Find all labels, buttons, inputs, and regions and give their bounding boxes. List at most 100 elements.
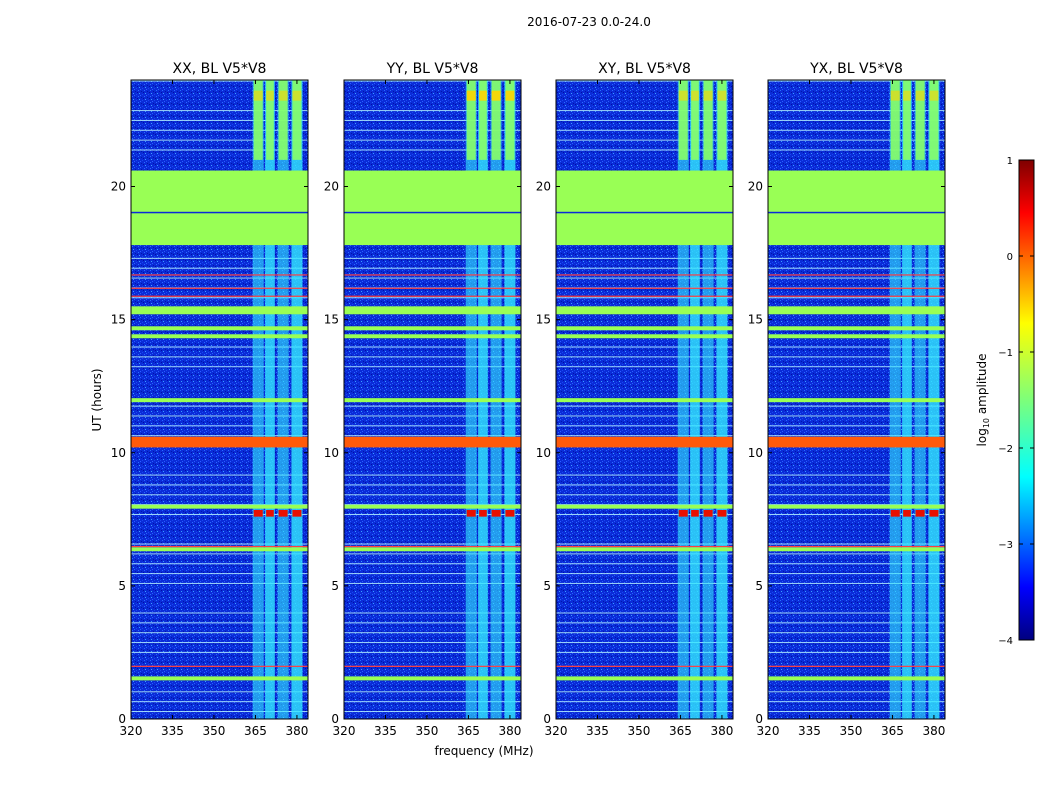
time-line [131,711,308,713]
band-hot-region [678,80,688,160]
time-line [768,277,945,279]
x-tick-label: 365 [244,724,267,738]
x-tick-label: 350 [628,724,651,738]
x-tick-label: 350 [203,724,226,738]
band-hot-region [253,80,263,160]
time-line [768,582,945,584]
time-line [344,651,521,653]
y-tick-label: 15 [536,313,551,327]
flagged-row [556,398,733,403]
flagged-row [131,547,308,552]
time-line [768,435,945,437]
time-line [344,563,521,565]
time-line [344,582,521,584]
time-line [768,267,945,269]
flagged-row [768,170,945,246]
time-line [131,356,308,358]
flagged-row [131,326,308,331]
band-hot-region [505,80,515,160]
hot-block [929,509,939,517]
red-line [131,665,308,667]
time-line [131,632,308,634]
x-tick-label: 320 [757,724,780,738]
y-tick-label: 20 [324,180,339,194]
time-line [556,267,733,269]
colorbar-gradient [1018,159,1035,641]
time-line [344,425,521,427]
time-line [344,366,521,368]
colorbar-ticks: 1 0 −1 −2 −3 −4 [998,156,1034,647]
time-line [556,632,733,634]
red-line [344,287,521,289]
band-peak [266,90,274,101]
time-line [131,267,308,269]
time-line [344,622,521,624]
band-peak [292,90,302,101]
red-line [131,545,308,548]
time-line [131,110,308,112]
rfi-band [131,436,308,448]
flagged-row [131,306,308,315]
y-tick-label: 20 [748,180,763,194]
y-tick-label: 10 [324,446,339,460]
hot-block [491,509,501,517]
time-line [556,504,733,506]
flagged-row [131,334,308,339]
time-line [344,494,521,496]
time-line [768,612,945,614]
time-line [344,119,521,121]
time-line [556,415,733,417]
time-line [344,632,521,634]
hot-block [505,509,515,517]
hot-block [479,509,487,517]
time-line [556,425,733,427]
colorbar-tick-label: −2 [998,444,1013,455]
time-line [556,277,733,279]
time-line [344,80,521,82]
y-tick-label: 0 [118,712,126,726]
hot-block [915,509,925,517]
time-line [768,356,945,358]
red-line [556,665,733,667]
colorbar-tick-label: 0 [1007,252,1013,263]
band-peak [717,90,727,101]
time-line [768,691,945,693]
red-line [131,287,308,289]
time-line [131,119,308,121]
time-line [344,513,521,515]
flagged-row [344,547,521,552]
time-line [556,622,733,624]
y-axis-label: UT (hours) [90,368,104,431]
band-peak [466,90,476,101]
time-line [768,701,945,703]
time-line [131,149,308,151]
x-tick-label: 365 [669,724,692,738]
red-line [768,665,945,667]
time-line [131,297,308,299]
x-tick-label: 320 [120,724,143,738]
flagged-row [768,326,945,331]
x-tick-label: 365 [881,724,904,738]
flagged-row [768,306,945,315]
panel-3: YX, BL V5*V8 0 5 10 15 20 320 335 350 365 380 [748,61,946,738]
time-line [131,425,308,427]
band-hot-region [292,80,302,160]
panel-frame [555,79,734,720]
y-tick-label: 0 [543,712,551,726]
time-line [768,139,945,141]
time-line [556,642,733,644]
time-line [344,415,521,417]
flagged-row [556,547,733,552]
panel-image [131,80,308,719]
time-line [768,711,945,713]
hot-block [890,509,900,517]
time-line [556,513,733,515]
time-line [768,651,945,653]
time-line [131,691,308,693]
time-line [556,474,733,476]
band-peak [479,90,487,101]
band-hot-region [915,80,925,160]
time-line [344,356,521,358]
flagged-row [768,398,945,403]
time-line [556,119,733,121]
